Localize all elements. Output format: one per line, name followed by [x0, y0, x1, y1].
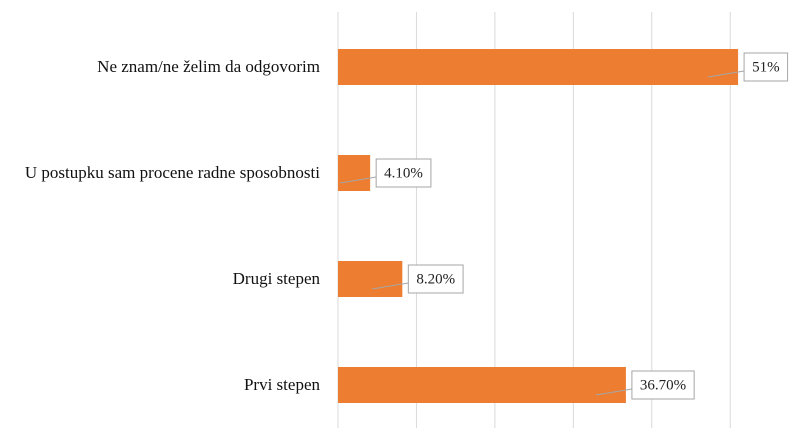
y-tick-label: U postupku sam procene radne sposobnosti	[24, 163, 320, 182]
label-box	[375, 158, 432, 188]
data-label: 8.20%	[416, 271, 455, 287]
y-tick-label: Ne znam/ne želim da odgovorim	[97, 57, 320, 76]
label-leader	[708, 70, 745, 78]
label-leader	[340, 176, 377, 184]
y-tick-label: Prvi stepen	[243, 375, 320, 394]
bar	[338, 261, 403, 297]
label-box	[743, 52, 789, 82]
category-label-wrap: Drugi stepen	[233, 267, 320, 291]
data-label: 4.10%	[384, 165, 423, 181]
label-box	[407, 264, 464, 294]
data-label: 51%	[752, 59, 780, 75]
category-label-wrap: U postupku sam procene radne sposobnosti	[25, 161, 320, 185]
category-label-wrap: Ne znam/ne želim da odgovorim	[97, 55, 320, 79]
label-box	[631, 370, 695, 400]
y-tick-label: Drugi stepen	[232, 269, 320, 288]
data-label: 36.70%	[640, 377, 686, 393]
label-leader	[372, 282, 409, 290]
category-label-wrap: Prvi stepen	[244, 373, 320, 397]
bar	[338, 155, 371, 191]
bar	[338, 49, 739, 85]
label-leader	[595, 388, 632, 396]
bar	[338, 367, 626, 403]
